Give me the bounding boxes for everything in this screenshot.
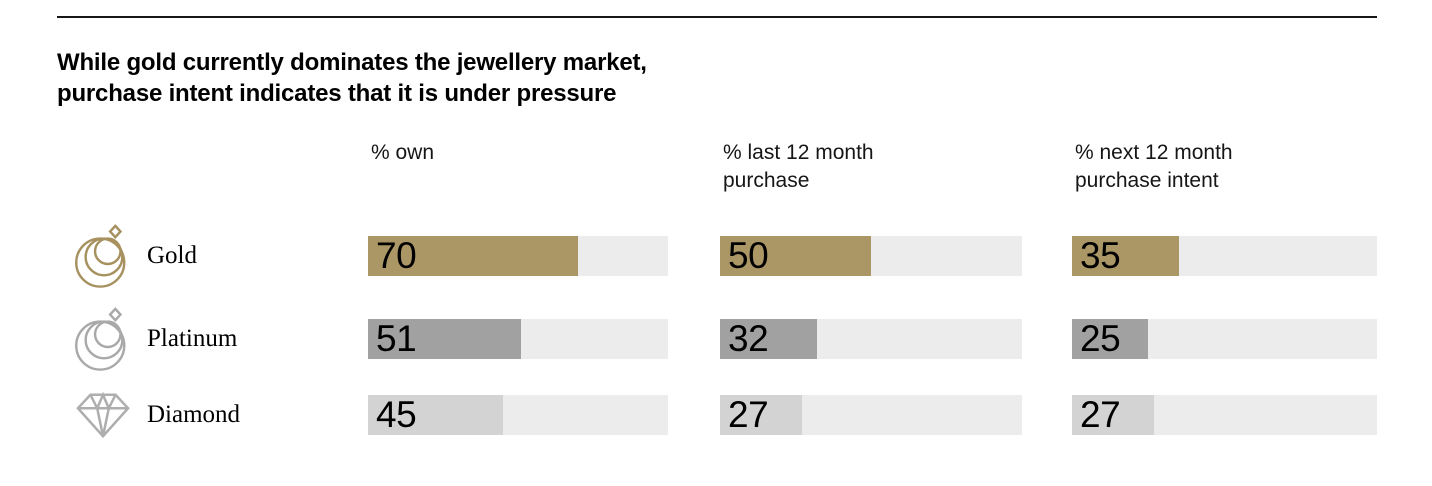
bar-track: 50 — [720, 236, 1022, 276]
bar-track: 45 — [368, 395, 668, 435]
row-label-gold: Gold — [147, 242, 197, 269]
column-headers: % own % last 12 month purchase % next 12… — [57, 139, 1377, 195]
chart-rows: Gold 70 50 35 — [57, 222, 1377, 439]
top-rule — [57, 16, 1377, 18]
chart-title: While gold currently dominates the jewel… — [57, 47, 1377, 109]
bar-fill-platinum-own — [368, 319, 521, 359]
bar-fill-gold-own — [368, 236, 578, 276]
bar-track: 70 — [368, 236, 668, 276]
bar-fill-diamond-next12 — [1072, 395, 1155, 435]
bar-value: 25 — [1080, 318, 1121, 359]
bar-track: 51 — [368, 319, 668, 359]
row-label-diamond: Diamond — [147, 401, 241, 428]
bar-track: 27 — [720, 395, 1022, 435]
bar-fill-platinum-next12 — [1072, 319, 1149, 359]
bar-value: 27 — [728, 394, 769, 435]
bar-fill-gold-last12 — [720, 236, 871, 276]
bar-value: 35 — [1080, 235, 1121, 276]
chart-title-line2: purchase intent indicates that it is und… — [57, 80, 617, 107]
column-header-own: % own — [371, 141, 435, 164]
bar-value: 51 — [376, 318, 417, 359]
bar-track: 32 — [720, 319, 1022, 359]
chart-row-gold: Gold 70 50 35 — [57, 222, 1377, 288]
bar-track: 27 — [1072, 395, 1377, 435]
diamond-gem-icon — [57, 388, 147, 442]
chart-panel: While gold currently dominates the jewel… — [57, 16, 1377, 439]
column-header-last-12-month-purchase: % last 12 month purchase — [723, 141, 874, 192]
bar-value: 32 — [728, 318, 769, 359]
bar-value: 45 — [376, 394, 417, 435]
bar-value: 27 — [1080, 394, 1121, 435]
bar-fill-gold-next12 — [1072, 236, 1179, 276]
gold-pendant-icon — [57, 222, 147, 290]
bar-track: 25 — [1072, 319, 1377, 359]
bar-fill-platinum-last12 — [720, 319, 817, 359]
row-label-platinum: Platinum — [147, 325, 238, 352]
chart-row-platinum: Platinum 51 32 25 — [57, 305, 1377, 371]
bar-fill-diamond-last12 — [720, 395, 802, 435]
column-header-next-12-month-purchase-intent: % next 12 month purchase intent — [1075, 141, 1233, 192]
bar-track: 35 — [1072, 236, 1377, 276]
bar-value: 70 — [376, 235, 417, 276]
bar-value: 50 — [728, 235, 769, 276]
chart-row-diamond: Diamond 45 27 27 — [57, 388, 1377, 439]
chart-title-line1: While gold currently dominates the jewel… — [57, 49, 647, 76]
platinum-pendant-icon — [57, 305, 147, 373]
bar-fill-diamond-own — [368, 395, 503, 435]
